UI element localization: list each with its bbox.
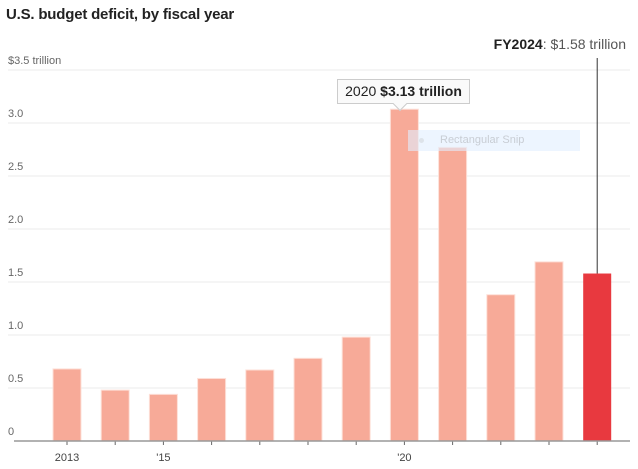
chart-title: U.S. budget deficit, by fiscal year bbox=[6, 6, 235, 23]
bar-2018 bbox=[293, 357, 323, 442]
bar-2013 bbox=[52, 368, 82, 442]
tooltip-value: $3.13 trillion bbox=[380, 83, 462, 99]
bar-2020 bbox=[389, 108, 419, 442]
bar-2015 bbox=[148, 393, 178, 442]
y-tick-label: 1.0 bbox=[8, 320, 23, 332]
y-tick-label: 0 bbox=[8, 426, 14, 438]
tooltip-year: 2020 bbox=[345, 83, 377, 99]
rectangular-snip-overlay[interactable]: Rectangular Snip bbox=[408, 130, 580, 151]
bar-2017 bbox=[245, 369, 275, 442]
bar-2021 bbox=[438, 146, 468, 442]
y-tick-label: 2.5 bbox=[8, 161, 23, 173]
y-tick-label: 3.0 bbox=[8, 108, 23, 120]
x-tick-label: '20 bbox=[397, 452, 411, 464]
bar-2016 bbox=[197, 377, 227, 442]
x-tick-label: 2013 bbox=[55, 452, 79, 464]
bar-2024 bbox=[583, 273, 612, 441]
bar-2014 bbox=[100, 389, 130, 442]
bar-2019 bbox=[341, 336, 371, 442]
y-tick-label: 1.5 bbox=[8, 267, 23, 279]
highlight-year: FY2024 bbox=[493, 36, 543, 52]
bar-2022 bbox=[486, 294, 516, 442]
y-tick-label: 0.5 bbox=[8, 373, 23, 385]
bar-2023 bbox=[534, 261, 564, 442]
y-tick-label: 2.0 bbox=[8, 214, 23, 226]
highlight-value: : $1.58 trillion bbox=[542, 36, 626, 52]
highlight-label: FY2024: $1.58 trillion bbox=[494, 36, 626, 52]
tooltip-2020: 2020 $3.13 trillion bbox=[337, 79, 470, 104]
y-tick-label: $3.5 trillion bbox=[8, 55, 61, 67]
x-tick-label: '15 bbox=[156, 452, 170, 464]
